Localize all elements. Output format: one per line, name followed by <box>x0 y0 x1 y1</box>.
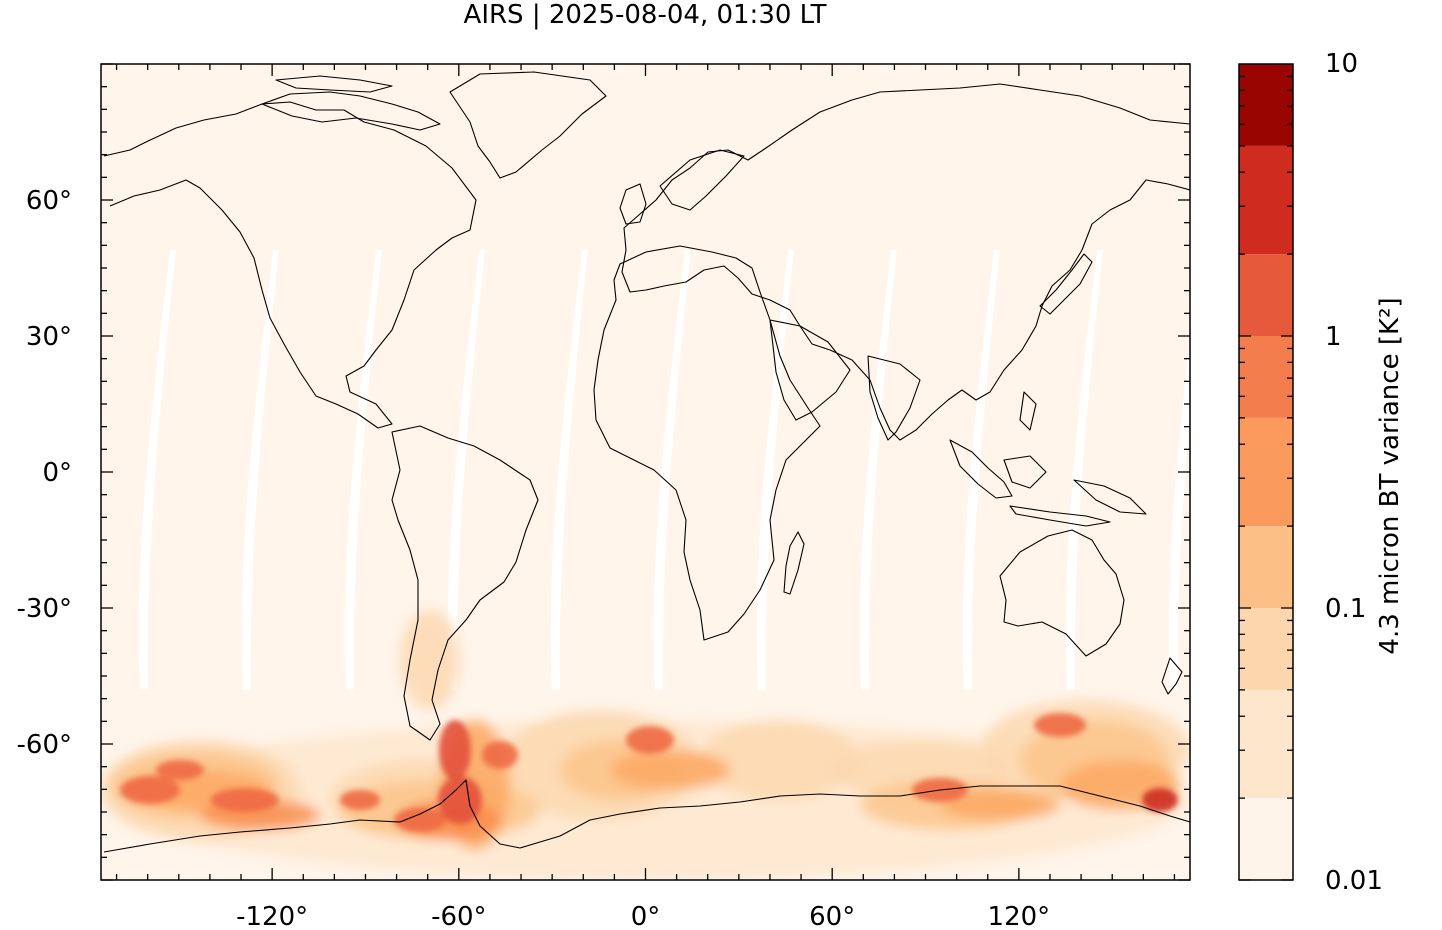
variance-patch <box>700 720 860 800</box>
swath-gap <box>138 250 176 690</box>
coastline-madagascar <box>783 531 805 595</box>
colorbar-segment <box>1239 254 1293 336</box>
swath-gap <box>344 250 382 690</box>
coastline-arabia <box>769 319 851 421</box>
colorbar-ticks <box>1239 75 1293 881</box>
variance-hotspot <box>120 776 180 804</box>
x-tick-labels: -120° -60° 0° 60° 120° <box>236 902 1050 930</box>
colorbar-tick-label: 0.01 <box>1325 866 1383 896</box>
variance-hotspot <box>1142 788 1178 812</box>
swath-gap <box>653 250 691 690</box>
coastlines <box>103 71 1190 853</box>
colorbar-tick-labels: 0.01 0.1 1 10 <box>1325 49 1383 896</box>
variance-patch <box>940 790 1060 820</box>
swath-gap <box>962 250 1000 690</box>
swath-gap <box>550 250 588 690</box>
y-tick-label: 0° <box>42 458 72 488</box>
variance-hotspot <box>340 790 380 810</box>
colorbar-segment <box>1239 689 1293 799</box>
coastline-north-america <box>103 101 477 429</box>
colorbar-segment <box>1239 526 1293 608</box>
plot-title: AIRS | 2025-08-04, 01:30 LT <box>463 0 827 30</box>
colorbar-segment <box>1239 417 1293 527</box>
swath-gap <box>1065 250 1103 690</box>
colorbar-frame <box>1238 63 1294 881</box>
x-tick-label: 0° <box>631 902 661 930</box>
swath-gap <box>1168 336 1190 690</box>
variance-hotspot <box>482 741 518 769</box>
coastline-new-zealand <box>1161 657 1183 695</box>
variance-hotspot <box>156 760 204 780</box>
coastline-japan <box>1039 253 1093 315</box>
y-tick-label: -30° <box>17 594 72 624</box>
colorbar-segment <box>1239 145 1293 255</box>
x-tick-label: 120° <box>988 902 1051 930</box>
y-tick-label: -60° <box>17 730 72 760</box>
colorbar-segment <box>1239 64 1293 146</box>
coastline-india <box>867 355 921 441</box>
coastline-eurasia <box>621 83 1190 441</box>
variance-patch <box>610 750 730 790</box>
coastline-africa <box>593 245 821 641</box>
colorbar-tick-label: 1 <box>1325 322 1342 352</box>
y-tick-label: 60° <box>26 186 72 216</box>
colorbar-segment <box>1239 336 1293 418</box>
swath-gap <box>447 250 485 690</box>
colorbar-tick-label: 10 <box>1325 49 1358 79</box>
swath-gaps <box>138 250 1190 690</box>
variance-hotspot <box>438 776 482 824</box>
x-tick-label: 60° <box>809 902 855 930</box>
coastline-south-america <box>391 425 539 741</box>
variance-hotspot <box>1034 713 1086 737</box>
x-tick-label: -60° <box>431 902 486 930</box>
colorbar-tick-label: 0.1 <box>1325 594 1366 624</box>
y-tick-label: 30° <box>26 322 72 352</box>
swath-gap <box>756 250 794 690</box>
coastline-british-isles <box>619 183 647 225</box>
coastline-greenland <box>449 71 607 179</box>
swath-gap <box>241 250 279 690</box>
map-area <box>101 64 1190 880</box>
variance-hotspot <box>626 726 674 754</box>
variance-field <box>101 610 1190 880</box>
coastline-antarctica <box>103 779 1190 853</box>
map-ticks <box>101 63 1190 881</box>
variance-hotspot <box>394 808 446 832</box>
coastline-scandinavia <box>659 149 745 211</box>
variance-hotspot <box>439 720 471 780</box>
colorbar-segment <box>1239 608 1293 690</box>
variance-hotspot <box>211 788 279 812</box>
x-tick-label: -120° <box>236 902 308 930</box>
coastline-maritime-se-asia <box>949 391 1147 527</box>
colorbar-segment <box>1239 798 1293 880</box>
coastline-australia <box>999 529 1125 657</box>
y-tick-labels: 60° 30° 0° -30° -60° <box>17 186 72 760</box>
colorbar <box>1239 64 1293 880</box>
swath-gap <box>859 250 897 690</box>
variance-hotspots <box>120 713 1178 832</box>
variance-patch <box>400 610 460 710</box>
coastline-arctic-islands <box>261 75 441 131</box>
